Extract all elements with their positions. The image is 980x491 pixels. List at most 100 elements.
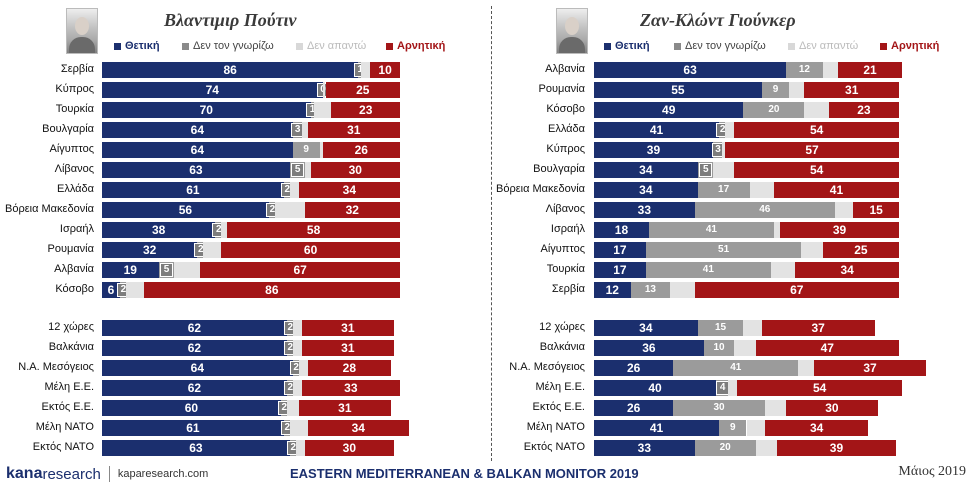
data-label-positive: 70 — [199, 103, 213, 117]
data-label-negative: 31 — [845, 83, 859, 97]
bar-segment-no-answer — [292, 320, 302, 336]
legend-item-negative: Αρνητική — [386, 40, 445, 52]
bar-segment-negative — [822, 242, 899, 258]
legend-item-positive: Θετική — [604, 40, 650, 52]
bar-segment-dont-know — [630, 282, 671, 298]
data-label-dont-know: 46 — [759, 204, 771, 215]
data-label-negative: 34 — [342, 183, 356, 197]
bar-segment-positive — [594, 82, 762, 98]
data-label-dont-know: 41 — [730, 362, 742, 373]
bar-segment-positive — [102, 102, 311, 118]
juncker-portrait — [556, 8, 588, 54]
data-label-negative: 37 — [811, 321, 825, 335]
row-label: Εκτός ΝΑΤΟ — [523, 441, 585, 453]
row-label: Λίβανος — [545, 203, 585, 215]
row-label: Αλβανία — [545, 63, 585, 75]
bar-segment-dont-know — [645, 262, 771, 278]
data-label-negative: 86 — [265, 283, 279, 297]
data-label-positive: 33 — [637, 441, 651, 455]
bar-segment-no-answer — [361, 62, 371, 78]
bar-segment-no-answer — [722, 142, 726, 158]
data-label-negative: 23 — [359, 103, 373, 117]
bar-segment-negative — [307, 420, 409, 436]
data-label-negative: 31 — [347, 123, 361, 137]
bar-segment-dont-know — [645, 242, 802, 258]
data-label-negative: 31 — [341, 341, 355, 355]
data-label-negative: 31 — [338, 401, 352, 415]
data-label-positive: 64 — [190, 123, 205, 137]
data-label-dont-know: 5 — [291, 163, 305, 177]
legend-item-dont-know: Δεν τον γνωρίζω — [182, 40, 274, 52]
data-label-dont-know: 4 — [716, 381, 730, 395]
row-label: Βαλκάνια — [539, 341, 585, 353]
logo-separator — [108, 466, 110, 482]
bar-segment-no-answer — [274, 202, 305, 218]
data-label-negative: 10 — [378, 63, 392, 77]
bar-segment-positive — [594, 182, 698, 198]
bar-segment-positive — [102, 182, 284, 198]
row-label: Βουλγαρία — [533, 163, 585, 175]
chart-title-left: Βλαντιμιρ Πούτιν — [164, 10, 297, 30]
row-label: 12 χώρες — [48, 321, 94, 333]
bar-segment-positive — [102, 380, 287, 396]
row-label: Κόσοβο — [55, 283, 94, 295]
bar-segment-positive — [594, 320, 698, 336]
bar-segment-positive — [594, 142, 713, 158]
bar-segment-negative — [734, 122, 899, 138]
bar-segment-negative — [780, 222, 899, 238]
data-label-positive: 33 — [637, 203, 651, 217]
data-label-dont-know: 41 — [705, 224, 717, 235]
data-label-positive: 74 — [205, 83, 219, 97]
data-label-positive: 62 — [187, 321, 202, 335]
legend-swatch — [788, 42, 795, 50]
bar-segment-no-answer — [770, 262, 796, 278]
bar-segment-positive — [102, 122, 293, 138]
bar-segment-no-answer — [712, 162, 735, 178]
bar-segment-no-answer — [773, 222, 781, 238]
data-label-negative: 67 — [790, 283, 804, 297]
bar-segment-positive — [102, 320, 287, 336]
bar-segment-dont-know — [673, 360, 799, 376]
data-label-dont-know: 5 — [699, 163, 713, 177]
data-label-negative: 34 — [351, 421, 365, 435]
legend-label: Αρνητική — [397, 40, 446, 52]
bar-segment-positive — [102, 340, 287, 356]
data-label-positive: 34 — [639, 183, 653, 197]
bar-segment-dont-know — [697, 182, 750, 198]
data-label-negative: 34 — [809, 421, 824, 435]
data-label-positive: 39 — [646, 143, 661, 157]
data-label-dont-know: 13 — [644, 284, 656, 295]
row-label: Βόρεια Μακεδονία — [5, 203, 94, 215]
bar-segment-negative — [310, 162, 400, 178]
data-label-negative: 28 — [342, 361, 356, 375]
bar-segment-positive — [102, 162, 290, 178]
chart-title-right: Ζαν-Κλώντ Γιούνκερ — [640, 10, 796, 30]
row-label: Βόρεια Μακεδονία — [496, 183, 585, 195]
data-label-positive: 61 — [186, 183, 200, 197]
data-label-positive: 49 — [662, 103, 676, 117]
bar-segment-no-answer — [292, 380, 302, 396]
data-label-negative: 39 — [829, 441, 844, 455]
data-label-dont-know: 12 — [798, 64, 810, 75]
bar-segment-negative — [370, 62, 400, 78]
bar-segment-negative — [200, 262, 400, 278]
legend-label: Θετική — [125, 40, 160, 52]
data-label-positive: 63 — [683, 63, 697, 77]
brand-logo-kana: kana — [6, 465, 43, 482]
data-label-positive: 19 — [123, 263, 137, 277]
data-label-positive: 56 — [178, 203, 193, 217]
bar-segment-negative — [298, 182, 400, 198]
data-label-dont-know: 20 — [719, 442, 731, 453]
bar-segment-no-answer — [286, 400, 299, 416]
bar-segment-dont-know — [786, 62, 823, 78]
legend-swatch — [296, 42, 303, 50]
legend-label: Θετική — [615, 40, 650, 52]
data-label-positive: 38 — [151, 223, 166, 237]
legend-item-negative: Αρνητική — [880, 40, 939, 52]
data-label-negative: 67 — [293, 263, 307, 277]
data-label-negative: 30 — [348, 163, 362, 177]
legend-label: Δεν απαντώ — [799, 40, 859, 52]
legend-label: Δεν τον γνωρίζω — [685, 40, 766, 52]
bar-segment-negative — [325, 82, 400, 98]
row-label: Αίγυπτος — [49, 143, 95, 155]
